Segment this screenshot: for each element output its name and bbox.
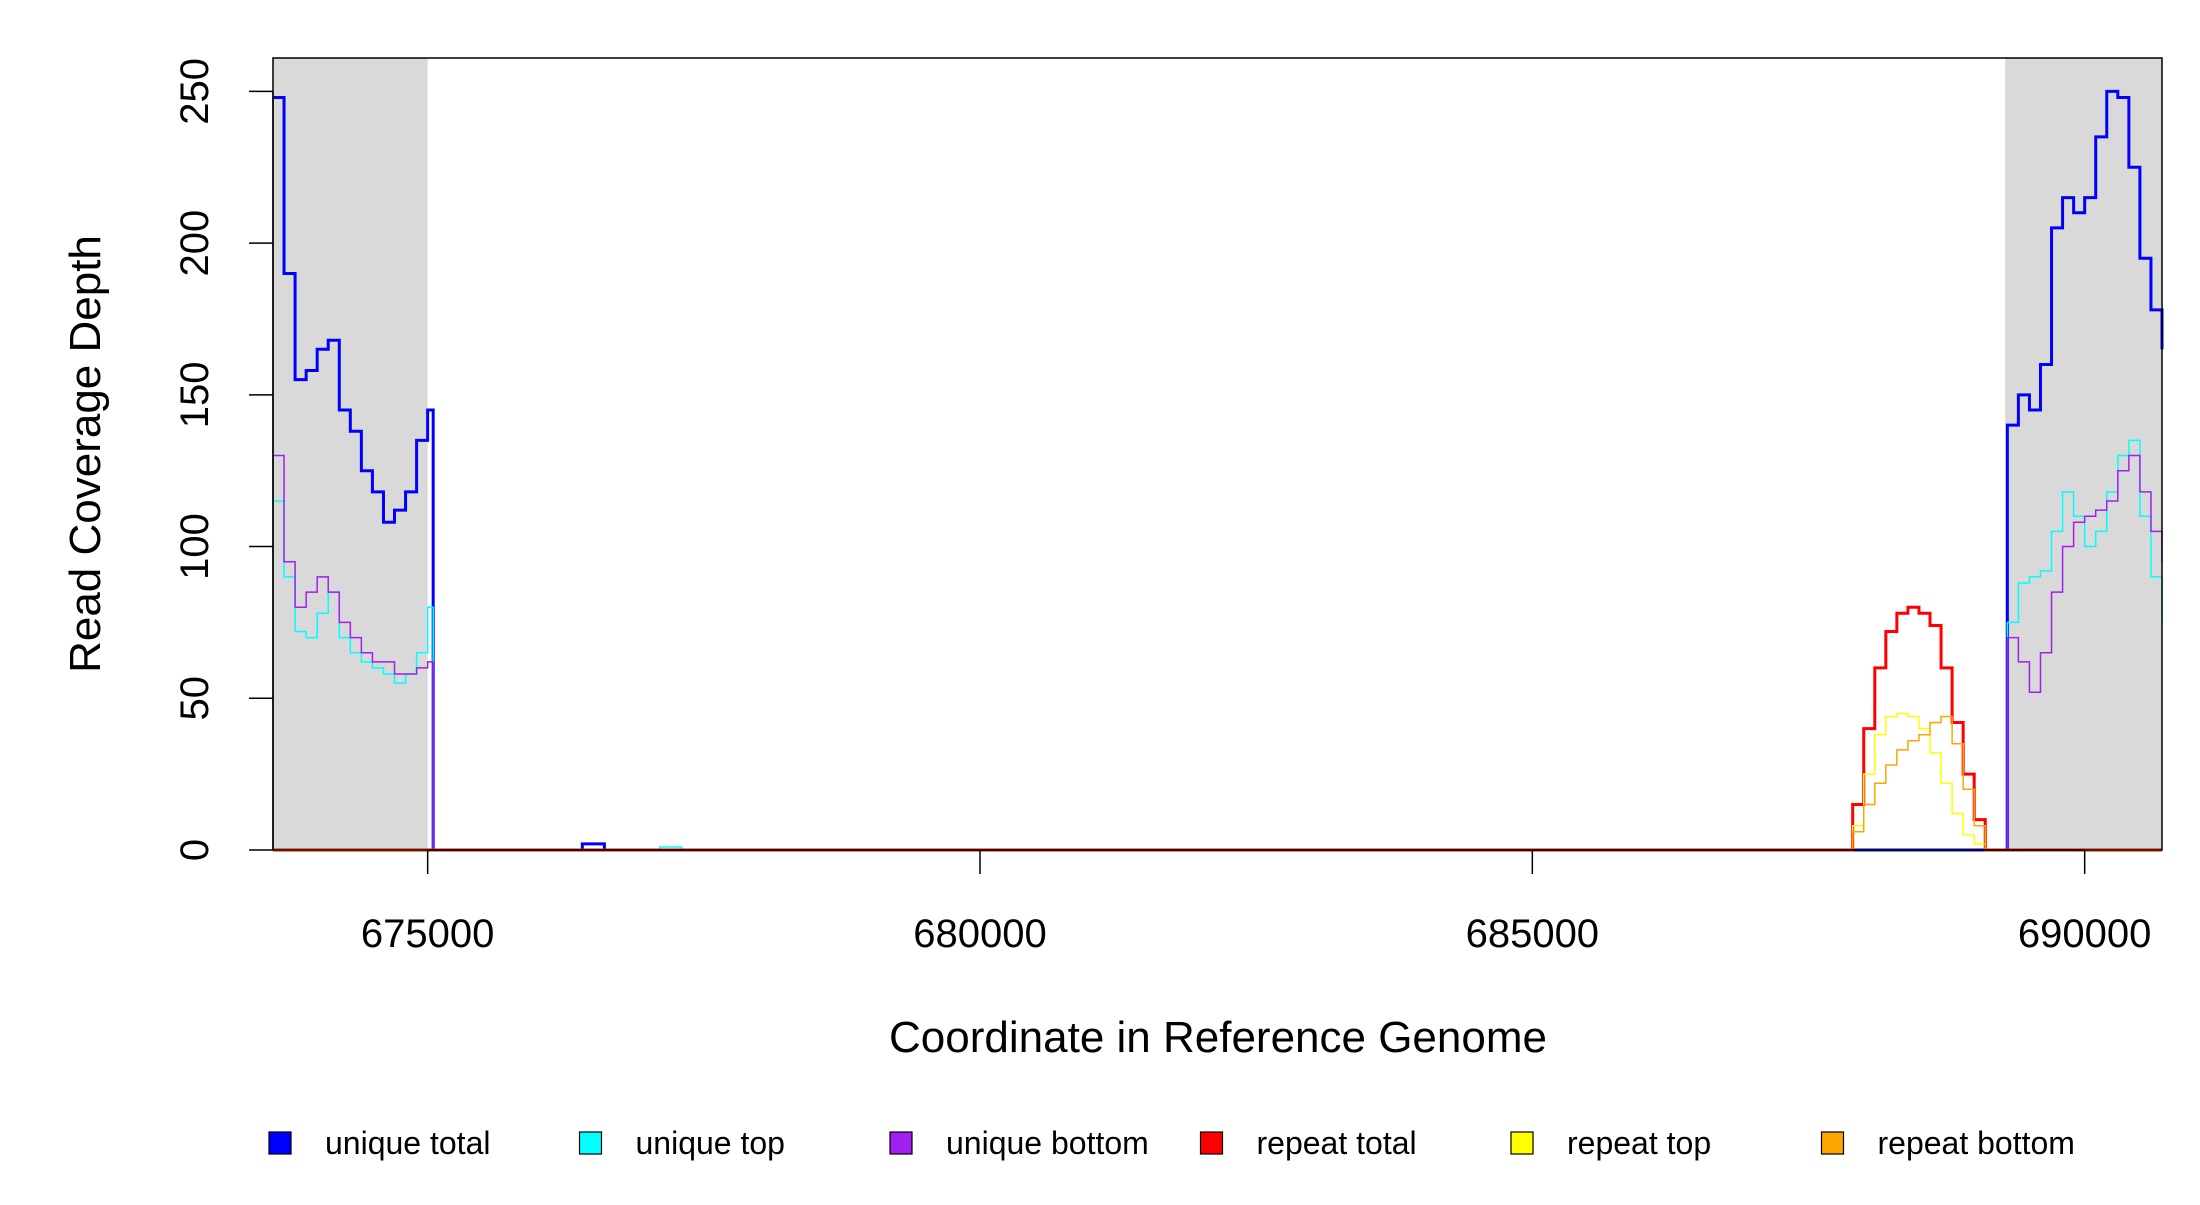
legend-swatch	[578, 1131, 603, 1155]
x-tick-label: 685000	[1466, 912, 1599, 956]
x-tick-label: 680000	[913, 912, 1046, 956]
legend-label: repeat total	[1257, 1125, 1417, 1161]
series-line	[273, 89, 2164, 852]
series-line	[273, 605, 2162, 852]
highlight-region	[273, 58, 428, 850]
x-tick-label: 675000	[361, 912, 494, 956]
highlight-region	[2005, 58, 2162, 850]
y-tick-label: 50	[173, 676, 217, 721]
y-tick-label: 200	[173, 210, 217, 277]
y-tick-label: 0	[173, 839, 217, 861]
legend-swatch	[1820, 1131, 1845, 1155]
y-tick-label: 250	[173, 58, 217, 125]
legend-label: unique top	[636, 1125, 785, 1161]
x-tick-label: 690000	[2018, 912, 2151, 956]
legend-label: unique bottom	[946, 1125, 1149, 1161]
plot-frame	[272, 57, 2163, 851]
y-tick-label: 150	[173, 361, 217, 428]
legend-swatch	[1199, 1131, 1224, 1155]
series-line	[273, 454, 2163, 851]
series-line	[273, 712, 2162, 851]
y-axis-title: Read Coverage Depth	[61, 235, 110, 673]
y-tick-label: 100	[173, 513, 217, 580]
x-axis-title: Coordinate in Reference Genome	[889, 1013, 1547, 1062]
legend-label: repeat top	[1567, 1125, 1711, 1161]
legend-label: repeat bottom	[1878, 1125, 2075, 1161]
series-line	[273, 439, 2163, 851]
legend-swatch	[268, 1131, 292, 1155]
legend-swatch	[1510, 1131, 1534, 1155]
series-line	[273, 715, 2162, 851]
legend-swatch	[889, 1131, 913, 1155]
legend-label: unique total	[325, 1125, 490, 1161]
